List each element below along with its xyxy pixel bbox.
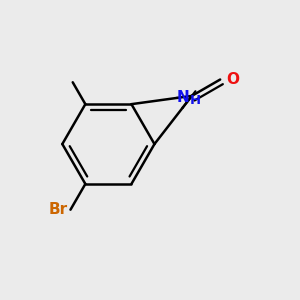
Text: H: H (190, 94, 201, 107)
Text: N: N (176, 90, 189, 105)
Text: O: O (227, 72, 240, 87)
Text: Br: Br (48, 202, 68, 217)
